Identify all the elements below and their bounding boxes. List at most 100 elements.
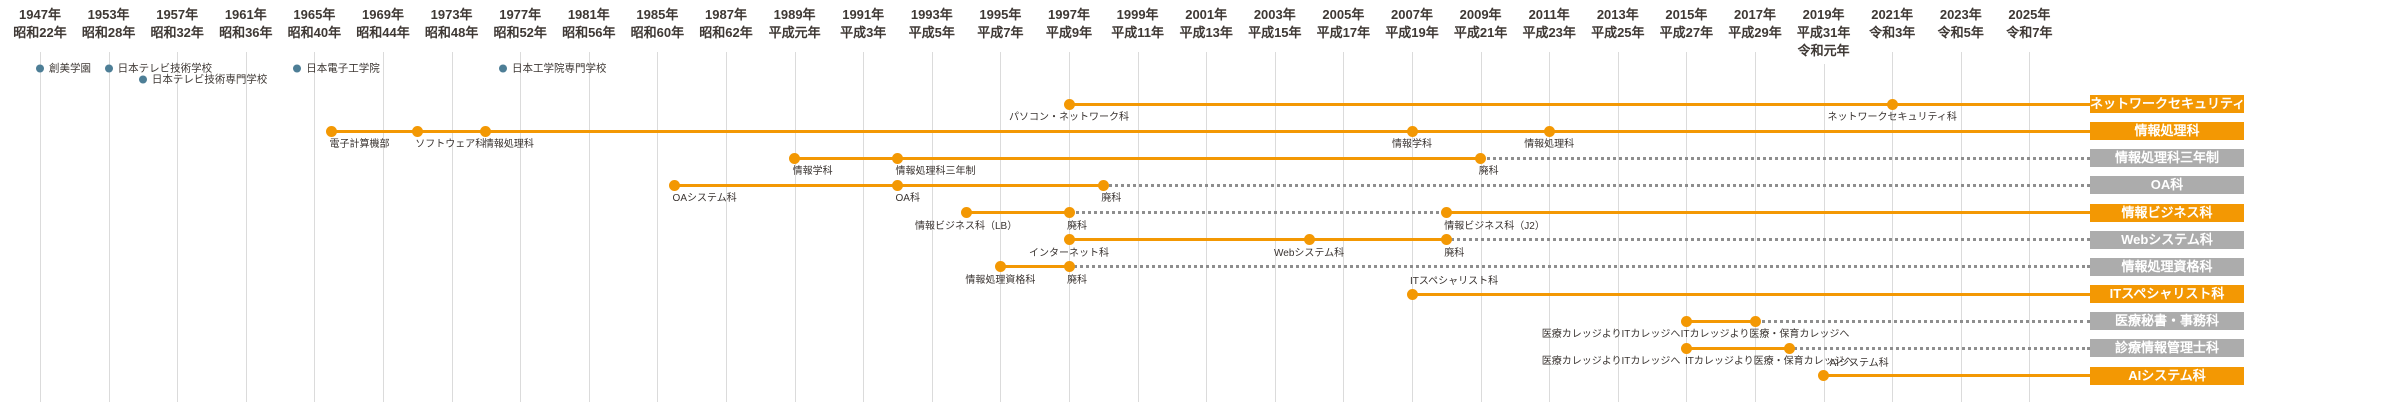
- axis-era-text: 昭和52年: [493, 25, 547, 40]
- department-box: 情報処理資格科: [2090, 257, 2244, 276]
- timeline-segment-solid: [1000, 265, 1069, 269]
- axis-year-text: 1953年: [87, 7, 130, 22]
- gridline: [1069, 52, 1070, 402]
- axis-era-text: 平成19年: [1385, 25, 1439, 40]
- axis-year-label: 1991年 平成3年: [840, 6, 886, 42]
- timeline-dot: [1680, 342, 1692, 354]
- axis-year-text: 1965年: [293, 7, 336, 22]
- axis-year-text: 1985年: [636, 7, 679, 22]
- school-dot: [293, 64, 302, 73]
- axis-era-text: 平成13年: [1179, 25, 1233, 40]
- school-item: 日本工学院専門学校: [499, 61, 607, 76]
- gridline: [1137, 52, 1139, 402]
- department-box: ITスペシャリスト科: [2090, 285, 2244, 304]
- axis-year-label: 1987年昭和62年: [699, 6, 752, 42]
- school-item: 創美学園: [36, 61, 91, 76]
- axis-year-label: 1981年 昭和56年: [562, 6, 615, 42]
- timeline-dot-label: 情報処理資格科: [965, 274, 1036, 286]
- timeline-dot-label: パソコン・ネットワーク科: [1009, 112, 1129, 123]
- timeline-dot-label: 廃科: [1101, 193, 1122, 205]
- timeline-dot: [480, 125, 492, 137]
- axis-year-label: 1997年 平成9年: [1046, 6, 1092, 42]
- timeline-segment-solid: [1686, 319, 1755, 323]
- axis-era-text: 平成27年: [1659, 25, 1714, 40]
- timeline-dot-label: 電子計算機部: [329, 139, 390, 151]
- timeline-segment-solid: [331, 129, 2090, 133]
- axis-year-text: 2013年: [1596, 7, 1639, 22]
- axis-year-text: 1993年: [910, 7, 953, 22]
- axis-era-text: 昭和32年: [150, 25, 204, 40]
- department-box: 情報処理科三年制: [2090, 149, 2244, 168]
- timeline-segment-dotted: [1069, 265, 2090, 269]
- axis-era-text: 平成29年: [1728, 25, 1782, 40]
- timeline-dot: [1406, 288, 1418, 300]
- school-name-label: 日本電子工学院: [306, 62, 380, 75]
- axis-year-text: 2011年: [1528, 7, 1570, 22]
- axis-year-label: 2023年 令和5年: [1938, 6, 1984, 42]
- timeline-dot: [994, 261, 1006, 273]
- axis-era-text: 昭和44年: [356, 25, 410, 40]
- axis-year-label: 2017年 平成29年: [1728, 6, 1781, 42]
- gridline: [1274, 52, 1276, 402]
- school-dot: [104, 64, 113, 73]
- timeline-dot: [1886, 98, 1898, 110]
- timeline-dot: [960, 207, 972, 219]
- axis-year-label: 2013年 平成25年: [1591, 6, 1644, 42]
- axis-year-label: 2007年 平成19年: [1385, 6, 1438, 42]
- department-box: AIシステム科: [2090, 366, 2244, 385]
- axis-era-text: 昭和48年: [424, 25, 479, 40]
- gridline: [1343, 52, 1345, 402]
- timeline-dot: [1680, 315, 1692, 327]
- axis-year-text: 1987年: [705, 7, 747, 22]
- timeline-dot-label: Webシステム科: [1274, 247, 1345, 259]
- timeline-dot: [326, 125, 338, 137]
- timeline-dot: [669, 179, 681, 191]
- timeline-dot: [1063, 234, 1075, 246]
- axis-year-text: 1989年: [773, 7, 816, 22]
- timeline-dot: [892, 179, 903, 191]
- axis-era-text: 昭和62年: [699, 25, 753, 40]
- timeline-dot: [1749, 315, 1761, 327]
- axis-year-text: 2015年: [1665, 7, 1708, 22]
- axis-year-text: 2021年: [1871, 7, 1914, 22]
- axis-year-label: 1961年 昭和36年: [219, 6, 272, 42]
- timeline-dot-label: 情報ビジネス科（J2）: [1444, 220, 1545, 232]
- axis-year-label: 1957年 昭和32年: [150, 6, 203, 42]
- timeline-dot-label: 廃科: [1444, 247, 1465, 259]
- timeline-segment-dotted: [1446, 238, 2090, 242]
- axis-era2-text: 令和元年: [1797, 43, 1850, 58]
- timeline-dot-label: ITスペシャリスト科: [1410, 276, 1499, 288]
- department-box: Webシステム科: [2090, 230, 2244, 249]
- gridline: [1206, 52, 1208, 402]
- gridline: [1480, 52, 1482, 402]
- timeline-segment-solid: [674, 183, 1104, 187]
- timeline-segment-dotted: [1103, 183, 2090, 187]
- axis-year-text: 1999年: [1116, 7, 1159, 22]
- axis-era-text: 昭和22年: [13, 25, 67, 40]
- school-name-label: 日本工学院専門学校: [512, 62, 607, 75]
- axis-year-text: 1995年: [979, 7, 1022, 22]
- axis-year-text: 1981年: [567, 7, 610, 22]
- timeline-dot: [1783, 342, 1795, 354]
- timeline-dot: [1818, 370, 1830, 381]
- gridline: [1892, 52, 1894, 402]
- axis-year-label: 2005年 平成17年: [1317, 6, 1370, 42]
- gridline: [1960, 52, 1962, 402]
- axis-era-text: 昭和28年: [81, 25, 136, 40]
- gridline: [1617, 52, 1619, 402]
- axis-year-label: 2003年 平成15年: [1248, 6, 1301, 42]
- timeline-dot-label: 医療カレッジよりITカレッジへ: [1541, 329, 1681, 341]
- school-dot: [499, 64, 508, 73]
- timeline-segment-solid: [794, 156, 1481, 160]
- department-box: 診療情報管理士科: [2090, 339, 2244, 358]
- axis-year-label: 1999年 平成11年: [1111, 6, 1164, 42]
- gridline: [931, 52, 933, 402]
- axis-era-text: 昭和36年: [219, 25, 273, 40]
- school-name-label: 創美学園: [49, 62, 91, 75]
- axis-year-label: 1977年 昭和52年: [493, 6, 546, 42]
- axis-era-text: 令和7年: [2006, 25, 2053, 40]
- timeline-segment-solid: [1686, 346, 1790, 350]
- department-box: 情報ビジネス科: [2090, 203, 2244, 222]
- timeline-segment-dotted: [1789, 346, 2090, 350]
